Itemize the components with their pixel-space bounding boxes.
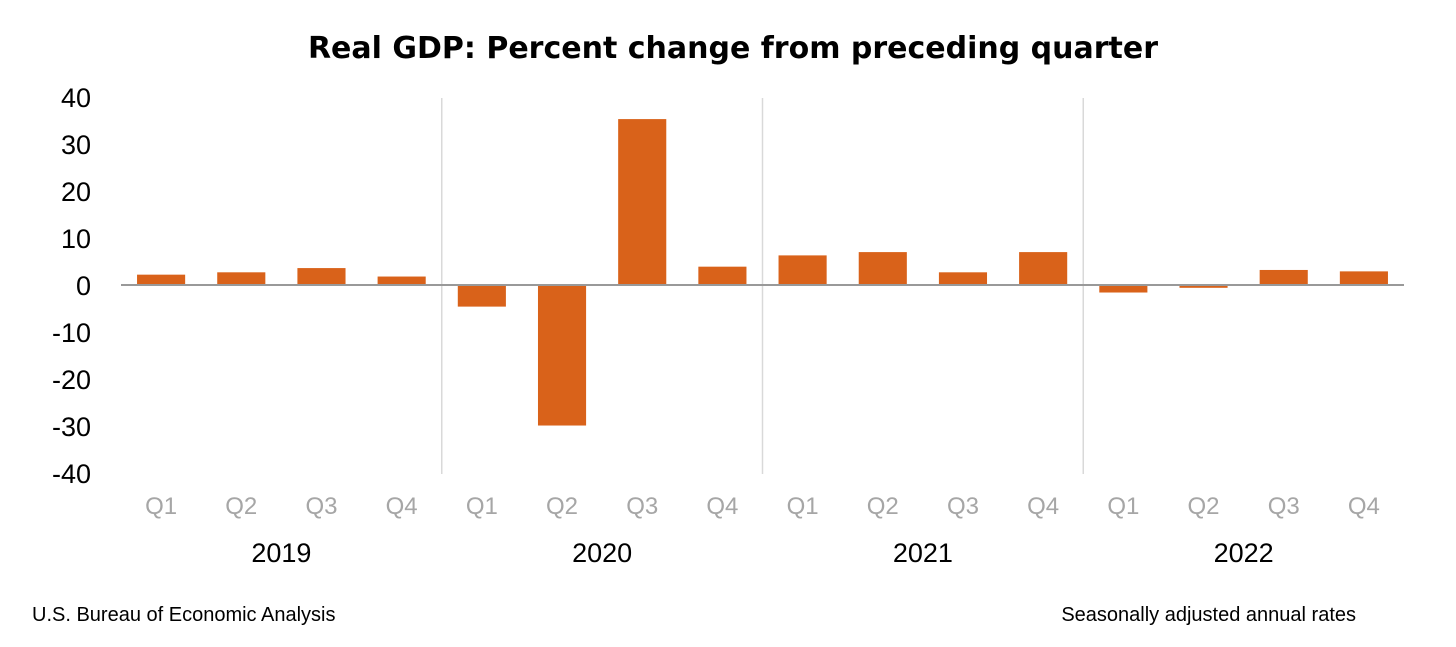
quarter-tick-label: Q1 <box>1107 493 1139 520</box>
quarter-tick-label: Q3 <box>1268 493 1300 520</box>
bar <box>1339 271 1388 285</box>
bar <box>297 268 346 285</box>
quarter-tick-label: Q1 <box>787 493 819 520</box>
quarter-tick-label: Q4 <box>1348 493 1380 520</box>
y-tick-label: -10 <box>52 318 91 348</box>
year-label: 2021 <box>893 538 953 568</box>
y-tick-label: -20 <box>52 365 91 395</box>
quarter-tick-label: Q2 <box>867 493 899 520</box>
chart-title: Real GDP: Percent change from preceding … <box>308 31 1158 66</box>
quarter-tick-label: Q4 <box>386 493 418 520</box>
year-label: 2019 <box>251 538 311 568</box>
bar <box>1099 285 1148 293</box>
y-tick-label: 30 <box>61 130 91 160</box>
y-tick-label: -30 <box>52 412 91 442</box>
quarter-tick-label: Q4 <box>706 493 738 520</box>
bar <box>858 252 907 285</box>
bar <box>457 285 506 307</box>
bar <box>778 255 827 285</box>
source-note: U.S. Bureau of Economic Analysis <box>32 604 335 626</box>
y-tick-label: 10 <box>61 224 91 254</box>
bar <box>1179 285 1228 288</box>
y-tick-label: -40 <box>52 459 91 489</box>
bar <box>377 276 426 285</box>
bar <box>217 272 266 285</box>
year-labels: 2019 2020 2021 2022 <box>251 538 1273 568</box>
quarter-tick-label: Q1 <box>466 493 498 520</box>
quarter-tick-label: Q1 <box>145 493 177 520</box>
bar <box>137 274 186 285</box>
quarter-tick-label: Q3 <box>626 493 658 520</box>
bar <box>938 272 988 285</box>
bar <box>618 119 667 285</box>
bar <box>537 285 587 426</box>
quarter-tick-label: Q2 <box>225 493 257 520</box>
y-tick-label: 20 <box>61 177 91 207</box>
y-axis: 40 30 20 10 0 -10 -20 -30 -40 <box>52 83 91 489</box>
quarter-tick-labels: Q1 Q2 Q3 Q4 Q1 Q2 Q3 Q4 Q1 Q2 Q3 Q4 Q1 Q2 Q3 Q4 <box>145 493 1380 520</box>
rate-note: Seasonally adjusted annual rates <box>1061 604 1356 626</box>
bar <box>698 266 747 285</box>
y-tick-label: 0 <box>76 271 91 301</box>
quarter-tick-label: Q2 <box>1188 493 1220 520</box>
bar <box>1019 252 1068 285</box>
year-label: 2022 <box>1214 538 1274 568</box>
quarter-tick-label: Q4 <box>1027 493 1059 520</box>
bar <box>1259 269 1308 285</box>
quarter-tick-label: Q2 <box>546 493 578 520</box>
year-label: 2020 <box>572 538 632 568</box>
quarter-tick-label: Q3 <box>305 493 337 520</box>
y-tick-label: 40 <box>61 83 91 113</box>
bars <box>137 119 1388 426</box>
quarter-tick-label: Q3 <box>947 493 979 520</box>
